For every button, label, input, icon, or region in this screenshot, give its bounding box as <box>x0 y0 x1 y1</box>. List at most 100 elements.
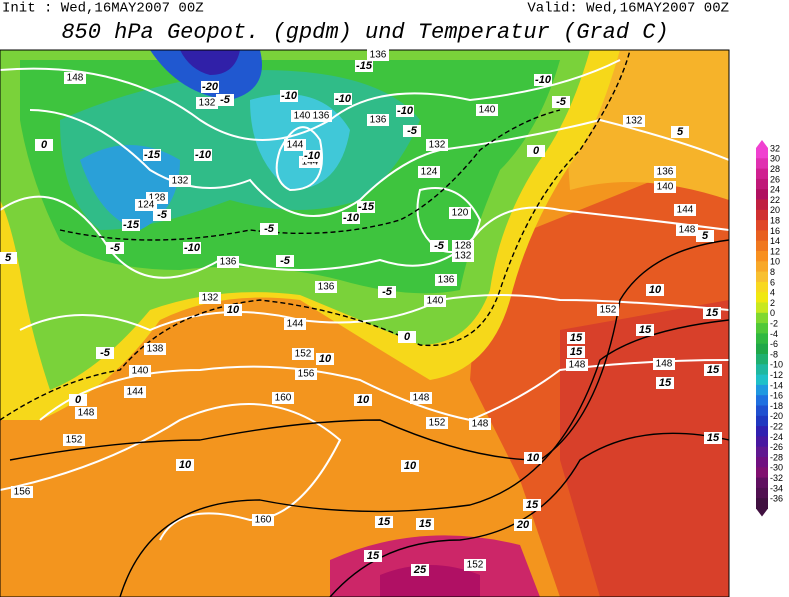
temperature-label: 15 <box>367 550 380 562</box>
colorbar-swatch <box>756 209 768 221</box>
temperature-label: 15 <box>639 324 652 336</box>
geopotential-label-box <box>452 250 474 262</box>
temperature-label: 20 <box>516 519 530 531</box>
temperature-label: 15 <box>570 346 583 358</box>
temperature-label: -5 <box>100 347 111 359</box>
colorbar-label: 4 <box>770 288 775 298</box>
colorbar-label: 26 <box>770 174 780 184</box>
colorbar-label: 22 <box>770 195 780 205</box>
geopotential-label-box <box>623 115 645 127</box>
geopotential-label-box <box>410 392 432 404</box>
geopotential-label: 136 <box>370 115 387 126</box>
geopotential-label: 136 <box>318 282 335 293</box>
colorbar-label: -36 <box>770 494 783 504</box>
temperature-label: 5 <box>5 252 12 264</box>
geopotential-label: 140 <box>479 105 496 116</box>
colorbar-swatch <box>756 354 768 365</box>
geopotential-label-box <box>435 274 457 286</box>
geopotential-label-box <box>566 359 588 371</box>
colorbar-swatch <box>756 199 768 211</box>
temperature-label: -10 <box>535 74 552 86</box>
temperature-label: 10 <box>357 394 370 406</box>
colorbar-bottom-arrow <box>756 508 768 517</box>
colorbar-label: -4 <box>770 329 778 339</box>
geopotential-label: 132 <box>172 176 189 187</box>
temperature-label: -10 <box>281 90 298 102</box>
temperature-label-box <box>342 212 360 224</box>
temperature-label: 10 <box>227 304 240 316</box>
temperature-label: -15 <box>358 201 375 213</box>
temperature-label: -5 <box>280 255 291 267</box>
temperature-label: -5 <box>110 242 121 254</box>
temperature-label-box <box>411 564 429 576</box>
geopotential-label-box <box>295 368 317 380</box>
temperature-label: 15 <box>706 307 719 319</box>
temperature-label-box <box>567 332 585 344</box>
colorbar-label: -32 <box>770 473 783 483</box>
colorbar-swatch <box>756 251 768 262</box>
colorbar-label: -2 <box>770 318 778 328</box>
colorbar-label: 18 <box>770 215 780 225</box>
geopotential-label: 144 <box>287 319 304 330</box>
colorbar-top-arrow <box>756 140 768 148</box>
temperature-label-box <box>143 149 161 161</box>
colorbar-swatch <box>756 271 768 283</box>
temperature-label-box <box>216 94 234 106</box>
geopotential-label: 152 <box>295 349 312 360</box>
geopotential-label: 140 <box>657 182 674 193</box>
colorbar-swatch <box>756 189 768 200</box>
temperature-label: -20 <box>202 81 219 93</box>
temperature-label-box <box>703 307 721 319</box>
temperature-label-box <box>316 353 334 365</box>
colorbar-swatch <box>756 457 768 468</box>
colorbar-label: 8 <box>770 267 775 277</box>
colorbar-swatch <box>756 168 768 180</box>
colorbar-swatch <box>756 220 768 231</box>
geopotential-label: 136 <box>438 275 455 286</box>
geopotential-label: 156 <box>298 369 315 380</box>
temperature-label-box <box>401 460 419 472</box>
temperature-label-box <box>364 550 382 562</box>
temperature-label-box <box>69 394 87 406</box>
colorbar-label: -12 <box>770 370 783 380</box>
temperature-label-box <box>567 346 585 358</box>
geopotential-label-box <box>676 224 698 236</box>
geopotential-label-box <box>11 486 33 498</box>
geopotential-label-box <box>367 114 389 126</box>
colorbar-label: 2 <box>770 298 775 308</box>
colorbar-label: -34 <box>770 483 783 493</box>
geopotential-label: 128 <box>455 241 472 252</box>
temperature-label-box <box>636 324 654 336</box>
colorbar-label: 30 <box>770 154 780 164</box>
colorbar-swatch <box>756 261 768 273</box>
colorbar-label: 6 <box>770 277 775 287</box>
temperature-label: -15 <box>123 219 140 231</box>
colorbar-swatch <box>756 312 768 324</box>
temperature-label: -10 <box>343 212 360 224</box>
temperature-label: 15 <box>419 518 432 530</box>
temperature-label: 15 <box>570 332 583 344</box>
temperature-label-box <box>35 139 53 151</box>
geopotential-label: 140 <box>132 366 149 377</box>
colorbar-label: 24 <box>770 185 780 195</box>
geopotential-label: 132 <box>455 251 472 262</box>
temperature-label-box <box>354 394 372 406</box>
geopotential-label-box <box>654 166 676 178</box>
geopotential-label: 120 <box>452 208 469 219</box>
geopotential-label-box <box>144 343 166 355</box>
temperature-label: -5 <box>407 125 418 137</box>
colorbar-swatch <box>756 487 768 499</box>
colorbar-swatch <box>756 364 768 376</box>
temperature-label-box <box>704 432 722 444</box>
map-title: 850 hPa Geopot. (gpdm) und Temperatur (G… <box>61 20 668 45</box>
colorbar-label: -16 <box>770 391 783 401</box>
temperature-label-box <box>527 145 545 157</box>
colorbar-swatch <box>756 395 768 406</box>
temperature-label-box <box>704 364 722 376</box>
temperature-label-box <box>122 219 140 231</box>
colorbar-swatch <box>756 158 768 170</box>
geopotential-label-box <box>284 139 306 151</box>
temperature-label: 25 <box>413 564 427 576</box>
temperature-label-box <box>276 255 294 267</box>
geopotential-label-box <box>292 348 314 360</box>
